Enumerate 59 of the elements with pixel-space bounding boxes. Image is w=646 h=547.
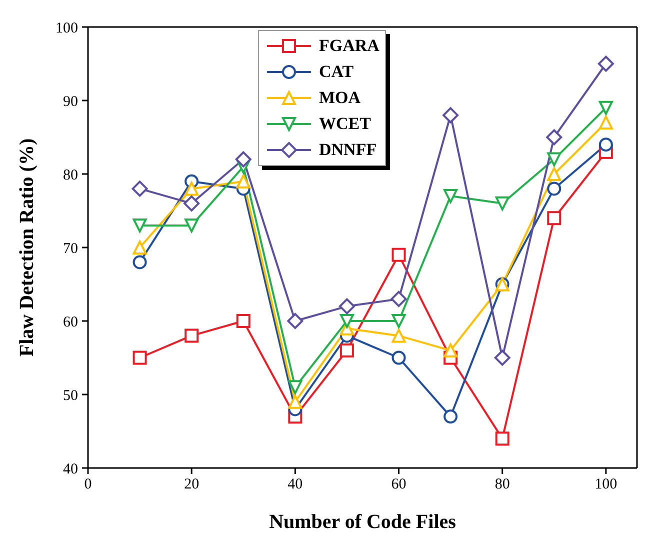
point <box>236 174 250 188</box>
point <box>442 107 459 124</box>
point <box>494 350 510 366</box>
point <box>132 218 147 232</box>
legend-label: DNNFF <box>319 140 377 160</box>
point <box>598 56 614 72</box>
point <box>288 380 302 394</box>
point <box>547 182 562 196</box>
x-tick-label: 60 <box>391 476 406 493</box>
legend-label: FGARA <box>319 36 380 56</box>
x-tick-label: 80 <box>494 476 510 493</box>
point <box>132 255 147 270</box>
point <box>495 432 510 446</box>
point <box>184 182 199 196</box>
point <box>598 116 613 130</box>
legend-label: WCET <box>319 114 371 134</box>
x-tick-label: 100 <box>594 476 618 493</box>
point <box>288 394 302 409</box>
point <box>598 100 613 115</box>
point <box>132 240 147 254</box>
point <box>547 211 562 226</box>
point <box>392 350 406 365</box>
x-axis-title: Number of Code Files <box>269 511 456 533</box>
point <box>444 410 458 424</box>
point <box>236 314 250 328</box>
y-tick-label: 40 <box>63 461 78 478</box>
x-tick-label: 20 <box>184 476 200 493</box>
y-axis-title: Flaw Detection Ratio (%) <box>16 138 38 357</box>
point <box>340 343 354 358</box>
y-tick-label: 70 <box>63 240 78 257</box>
x-tick-label: 40 <box>288 476 303 493</box>
point <box>546 129 562 146</box>
point <box>495 196 510 210</box>
y-tick-label: 90 <box>63 94 78 110</box>
x-tick-label: 0 <box>84 476 92 493</box>
point <box>390 290 407 307</box>
point <box>392 328 406 343</box>
legend-label: CAT <box>319 62 354 82</box>
point <box>547 152 562 166</box>
point <box>340 314 354 328</box>
point <box>235 151 252 168</box>
y-tick-label: 50 <box>63 388 78 404</box>
point <box>547 167 562 181</box>
point <box>338 298 355 314</box>
point <box>132 350 147 365</box>
y-tick-label: 80 <box>63 167 78 184</box>
point <box>392 248 406 262</box>
point <box>598 138 613 152</box>
point <box>444 343 458 358</box>
point <box>184 218 199 232</box>
point <box>184 328 199 343</box>
point <box>287 313 304 329</box>
point <box>132 180 148 197</box>
point <box>392 314 406 328</box>
legend-label: MOA <box>319 88 361 108</box>
point <box>184 195 200 212</box>
point <box>444 189 458 204</box>
y-tick-label: 100 <box>56 20 78 36</box>
y-tick-label: 60 <box>63 314 78 330</box>
